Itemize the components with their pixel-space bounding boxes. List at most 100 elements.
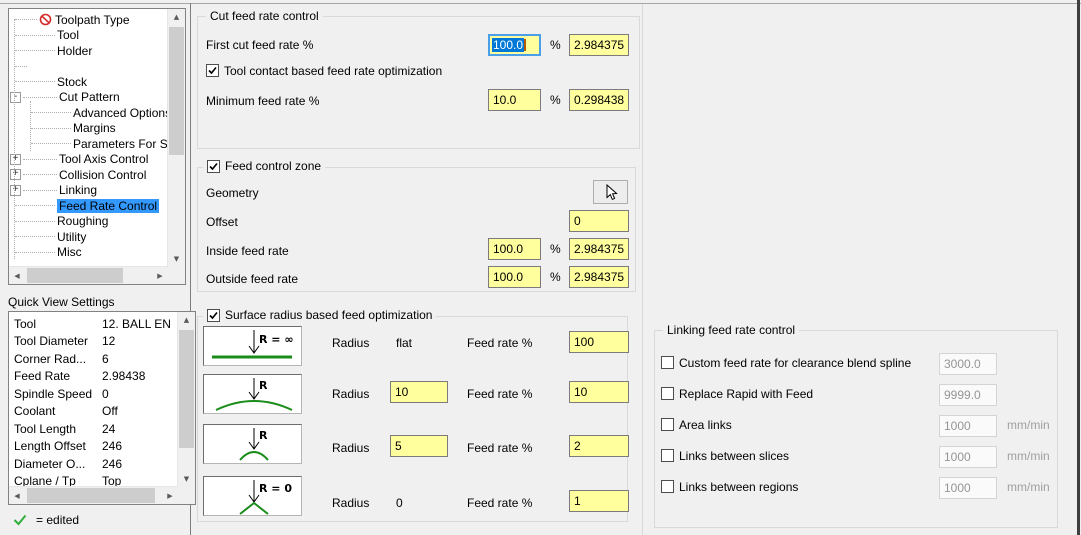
group-title: Feed control zone <box>225 159 322 173</box>
tree-item-label: Linking <box>59 183 98 198</box>
tree-item-misc[interactable]: Misc <box>9 245 168 261</box>
first-cut-feed-rate-mm-field[interactable]: 2.984375 <box>569 34 629 56</box>
expand-icon[interactable] <box>10 169 21 181</box>
percent-label: % <box>550 242 561 256</box>
custom-feed-rate-label: Custom feed rate for clearance blend spl… <box>679 356 912 370</box>
icon-label: R = ∞ <box>259 333 294 346</box>
tree-item-tool-axis-control[interactable]: Tool Axis Control <box>9 152 168 168</box>
minimum-feed-rate-mm-field[interactable]: 0.298438 <box>569 89 629 111</box>
scroll-up-icon[interactable] <box>168 9 185 25</box>
tree-trunk-line <box>14 19 15 259</box>
feed-control-zone-checkbox[interactable] <box>207 159 220 173</box>
unit-label: mm/min <box>1007 418 1050 432</box>
feed-control-zone-group: Feed control zone Geometry Offset 0 Insi… <box>197 159 636 292</box>
tree-item-advanced-options[interactable]: Advanced Options <box>9 105 168 121</box>
quickview-row-length-offset[interactable]: Length Offset 246 <box>14 438 178 456</box>
outside-feed-rate-label: Outside feed rate <box>206 272 299 286</box>
group-title: Surface radius based feed optimization <box>225 308 433 322</box>
tree-item-tool[interactable]: Tool <box>9 28 168 44</box>
quickview-row-corner-radius[interactable]: Corner Rad... 6 <box>14 350 178 368</box>
quickview-row-diameter-offset[interactable]: Diameter O... 246 <box>14 455 178 473</box>
links-between-slices-checkbox[interactable] <box>661 449 674 462</box>
feed-rate-percent-label: Feed rate % <box>467 496 533 510</box>
tree-connector <box>23 189 57 191</box>
scroll-left-icon[interactable] <box>9 267 25 284</box>
scroll-down-icon[interactable] <box>168 251 185 267</box>
area-links-checkbox[interactable] <box>661 418 674 431</box>
check-icon <box>209 162 218 170</box>
quickview-row-feed-rate[interactable]: Feed Rate 2.98438 <box>14 368 178 386</box>
tree-connector <box>23 96 57 98</box>
tree-connector <box>15 251 55 253</box>
tree-item-toolpath-type[interactable]: Toolpath Type <box>9 12 168 28</box>
tree-item-feed-rate-control[interactable]: Feed Rate Control <box>9 198 168 214</box>
tree-item-cut-pattern[interactable]: Cut Pattern <box>9 90 168 106</box>
feed-rate-input[interactable]: 2 <box>569 435 629 457</box>
tree-item-label: Tool Axis Control <box>59 152 149 167</box>
custom-feed-rate-checkbox[interactable] <box>661 356 674 369</box>
radius-input[interactable]: 10 <box>390 381 448 403</box>
quickview-row-tool[interactable]: Tool 12. BALL EN <box>14 315 178 333</box>
inside-feed-rate-mm-field[interactable]: 2.984375 <box>569 238 629 260</box>
tree-item-utility[interactable]: Utility <box>9 229 168 245</box>
radius-input[interactable]: 5 <box>390 435 448 457</box>
first-cut-feed-rate-input[interactable]: 100.0 <box>488 34 541 56</box>
scroll-up-icon[interactable] <box>178 312 195 328</box>
geometry-select-button[interactable] <box>593 180 628 204</box>
replace-rapid-checkbox[interactable] <box>661 387 674 400</box>
radius-label: Radius <box>332 441 370 455</box>
tree-item-collision-control[interactable]: Collision Control <box>9 167 168 183</box>
scrollbar-thumb[interactable] <box>169 27 184 155</box>
tool-contact-checkbox[interactable] <box>206 64 219 77</box>
geometry-label: Geometry <box>206 186 259 200</box>
scroll-right-icon[interactable] <box>162 487 178 504</box>
expand-icon[interactable] <box>10 153 21 165</box>
quickview-row-tool-diameter[interactable]: Tool Diameter 12 <box>14 333 178 351</box>
outside-feed-rate-input[interactable]: 100.0 <box>488 266 541 288</box>
quickview-horizontal-scrollbar[interactable] <box>9 486 178 504</box>
quickview-row-spindle-speed[interactable]: Spindle Speed 0 <box>14 385 178 403</box>
row-value: 0 <box>102 386 109 401</box>
radius-label: Radius <box>332 496 370 510</box>
scroll-left-icon[interactable] <box>9 487 25 504</box>
offset-input[interactable]: 0 <box>569 210 629 232</box>
collapse-icon[interactable] <box>10 91 21 103</box>
tree-item-holder[interactable]: Holder <box>9 43 168 59</box>
radius-label: Radius <box>332 387 370 401</box>
scroll-right-icon[interactable] <box>152 267 168 284</box>
tree-item-linking[interactable]: Linking <box>9 183 168 199</box>
surface-radius-checkbox[interactable] <box>207 308 220 322</box>
tree-item-blank <box>9 59 168 75</box>
feed-rate-input[interactable]: 10 <box>569 381 629 403</box>
check-icon <box>208 66 217 75</box>
links-between-regions-label: Links between regions <box>679 480 799 494</box>
feed-rate-input[interactable]: 1 <box>569 490 629 512</box>
expand-icon[interactable] <box>10 184 21 196</box>
links-between-regions-checkbox[interactable] <box>661 480 674 493</box>
tree-item-stock[interactable]: Stock <box>9 74 168 90</box>
flat-feed-rate-input[interactable]: 100 <box>569 331 629 353</box>
scrollbar-thumb[interactable] <box>27 488 155 503</box>
scroll-down-icon[interactable] <box>178 471 195 487</box>
group-title: Cut feed rate control <box>206 9 323 23</box>
row-name: Coolant <box>14 404 56 419</box>
offset-label: Offset <box>206 215 238 229</box>
edited-legend: = edited <box>13 513 79 527</box>
tree-item-margins[interactable]: Margins <box>9 121 168 137</box>
outside-feed-rate-mm-field[interactable]: 2.984375 <box>569 266 629 288</box>
quickview-row-coolant[interactable]: Coolant Off <box>14 403 178 421</box>
scrollbar-corner <box>178 487 195 504</box>
tree-item-roughing[interactable]: Roughing <box>9 214 168 230</box>
tree-item-parameters-for-surface[interactable]: Parameters For Su <box>9 136 168 152</box>
quickview-row-cplane[interactable]: Cplane / Tp Top <box>14 473 178 487</box>
inside-feed-rate-input[interactable]: 100.0 <box>488 238 541 260</box>
quickview-vertical-scrollbar[interactable] <box>177 312 195 487</box>
scrollbar-thumb[interactable] <box>179 330 194 448</box>
minimum-feed-rate-input[interactable]: 10.0 <box>488 89 541 111</box>
tree-vertical-scrollbar[interactable] <box>167 9 185 267</box>
scrollbar-thumb[interactable] <box>27 268 123 283</box>
quickview-row-tool-length[interactable]: Tool Length 24 <box>14 420 178 438</box>
tree-horizontal-scrollbar[interactable] <box>9 266 168 284</box>
tree-connector <box>15 34 55 36</box>
radius-value-static: flat <box>396 336 413 350</box>
